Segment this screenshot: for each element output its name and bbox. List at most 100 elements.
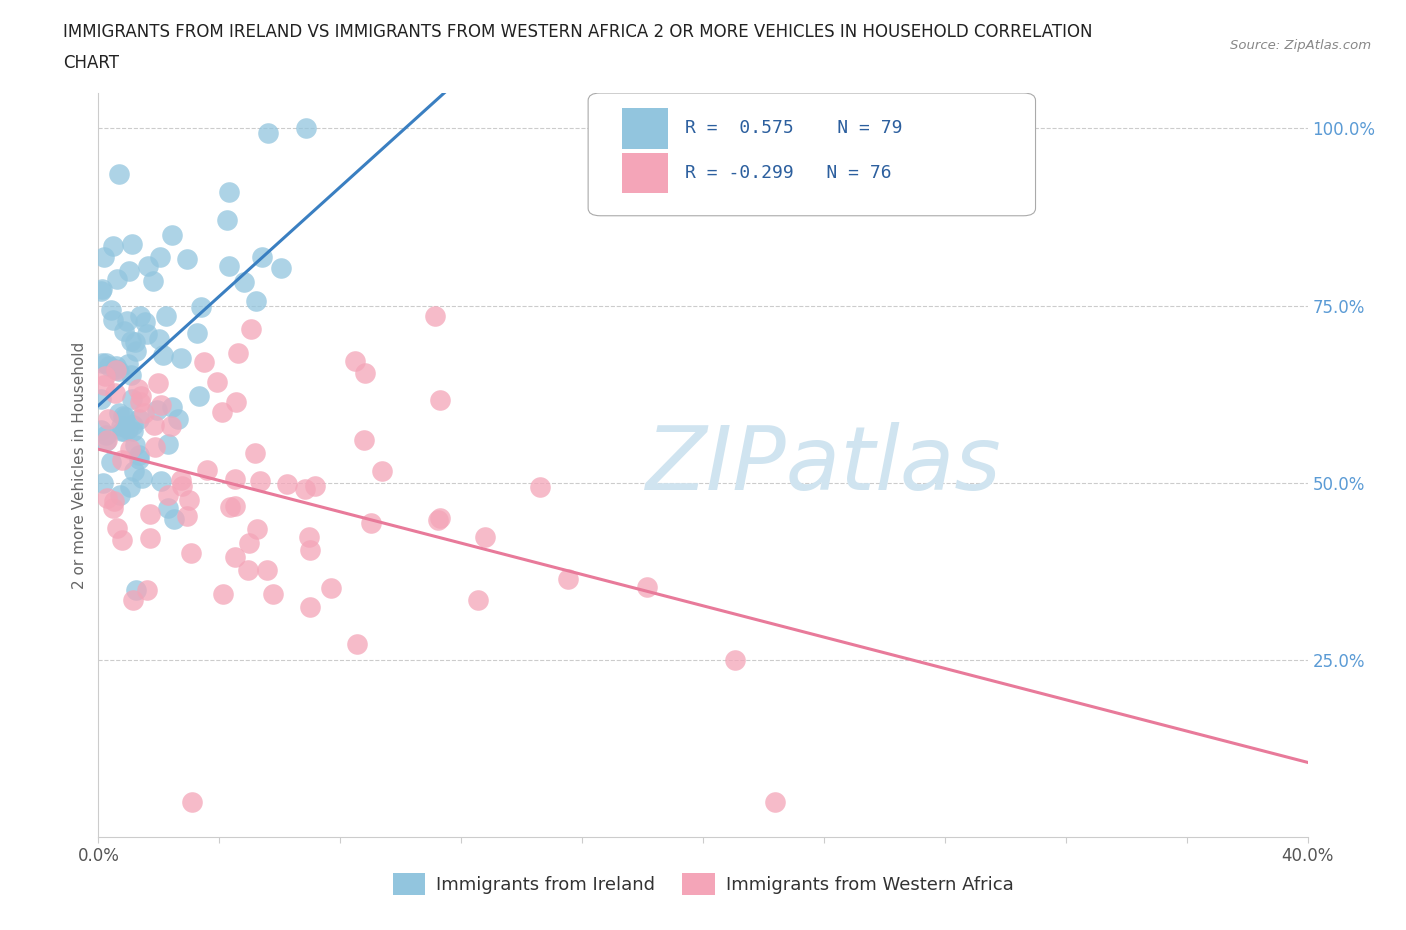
Point bbox=[360, 516, 382, 531]
FancyBboxPatch shape bbox=[621, 153, 668, 193]
Point bbox=[143, 418, 166, 432]
Point bbox=[245, 293, 267, 308]
Point bbox=[128, 447, 150, 462]
Point bbox=[132, 405, 155, 420]
Point bbox=[160, 400, 183, 415]
Point bbox=[218, 499, 240, 514]
Point bbox=[138, 531, 160, 546]
Point bbox=[145, 402, 167, 417]
Text: IMMIGRANTS FROM IRELAND VS IMMIGRANTS FROM WESTERN AFRICA 2 OR MORE VEHICLES IN : IMMIGRANTS FROM IRELAND VS IMMIGRANTS FR… bbox=[63, 23, 1092, 41]
Point bbox=[149, 250, 172, 265]
Point bbox=[139, 507, 162, 522]
Point bbox=[176, 509, 198, 524]
Point bbox=[245, 445, 267, 460]
Point bbox=[238, 563, 260, 578]
Point bbox=[218, 259, 240, 273]
Point bbox=[118, 480, 141, 495]
Point bbox=[104, 362, 127, 377]
Point bbox=[298, 530, 321, 545]
Point bbox=[93, 378, 115, 392]
Point bbox=[299, 599, 322, 614]
Point bbox=[246, 522, 269, 537]
Point bbox=[128, 411, 150, 426]
Point bbox=[120, 367, 142, 382]
Point bbox=[117, 314, 139, 329]
Point bbox=[103, 494, 125, 509]
Point bbox=[429, 392, 451, 407]
Point bbox=[101, 312, 124, 327]
Point bbox=[134, 314, 156, 329]
Point bbox=[557, 572, 579, 587]
Point bbox=[170, 351, 193, 365]
Point bbox=[129, 308, 152, 323]
Point bbox=[127, 381, 149, 396]
Point bbox=[96, 490, 118, 505]
Point bbox=[131, 471, 153, 485]
Point bbox=[96, 356, 118, 371]
Point bbox=[276, 476, 298, 491]
Point bbox=[149, 397, 172, 412]
Point bbox=[181, 794, 204, 809]
Point bbox=[474, 529, 496, 544]
Point bbox=[96, 433, 118, 448]
Point bbox=[240, 321, 263, 336]
Point bbox=[233, 275, 256, 290]
Point bbox=[167, 411, 190, 426]
Point bbox=[97, 411, 120, 426]
Point bbox=[156, 436, 179, 451]
Point bbox=[304, 478, 326, 493]
Point bbox=[226, 345, 249, 360]
Point bbox=[105, 359, 128, 374]
Point bbox=[107, 405, 129, 420]
Point bbox=[125, 344, 148, 359]
Point bbox=[224, 550, 246, 565]
FancyBboxPatch shape bbox=[621, 108, 668, 149]
Point bbox=[148, 331, 170, 346]
Point bbox=[90, 422, 112, 437]
Point bbox=[636, 579, 658, 594]
Text: R = -0.299   N = 76: R = -0.299 N = 76 bbox=[685, 164, 891, 182]
Point bbox=[238, 536, 260, 551]
Point bbox=[186, 326, 208, 341]
Point bbox=[346, 637, 368, 652]
Point bbox=[118, 264, 141, 279]
Point bbox=[93, 368, 115, 383]
Point bbox=[224, 472, 246, 486]
Point bbox=[121, 423, 143, 438]
Point bbox=[111, 533, 134, 548]
Point bbox=[142, 273, 165, 288]
Point bbox=[295, 121, 318, 136]
Point bbox=[250, 250, 273, 265]
Point bbox=[212, 586, 235, 601]
Point bbox=[121, 237, 143, 252]
Point bbox=[122, 593, 145, 608]
Point bbox=[177, 492, 200, 507]
Point bbox=[256, 126, 278, 140]
Text: Source: ZipAtlas.com: Source: ZipAtlas.com bbox=[1230, 39, 1371, 52]
Point bbox=[225, 394, 247, 409]
Point bbox=[262, 586, 284, 601]
Point bbox=[467, 593, 489, 608]
Point bbox=[170, 472, 193, 487]
Point bbox=[112, 324, 135, 339]
Point bbox=[270, 260, 292, 275]
Point bbox=[105, 521, 128, 536]
Point bbox=[120, 334, 142, 349]
Point bbox=[90, 392, 112, 406]
Point bbox=[100, 455, 122, 470]
Point bbox=[122, 463, 145, 478]
Point bbox=[105, 272, 128, 286]
Point bbox=[353, 365, 375, 380]
Point bbox=[155, 309, 177, 324]
Point bbox=[724, 652, 747, 667]
Point bbox=[256, 563, 278, 578]
Point bbox=[117, 421, 139, 436]
Point bbox=[160, 228, 183, 243]
Point bbox=[426, 512, 449, 527]
Point bbox=[429, 511, 451, 525]
Point bbox=[90, 284, 112, 299]
Point bbox=[100, 302, 122, 317]
Point bbox=[143, 439, 166, 454]
Point bbox=[98, 358, 121, 373]
Point bbox=[94, 428, 117, 443]
